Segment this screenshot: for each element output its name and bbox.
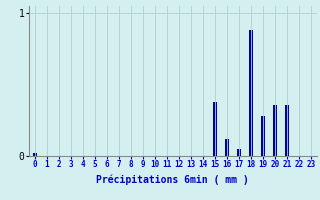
Bar [273, 105, 277, 156]
Bar [213, 102, 217, 156]
Bar [237, 149, 241, 156]
Bar [225, 139, 229, 156]
Bar [33, 153, 37, 156]
X-axis label: Précipitations 6min ( mm ): Précipitations 6min ( mm ) [96, 175, 249, 185]
Bar [249, 30, 253, 156]
Bar [261, 116, 265, 156]
Bar [285, 105, 289, 156]
